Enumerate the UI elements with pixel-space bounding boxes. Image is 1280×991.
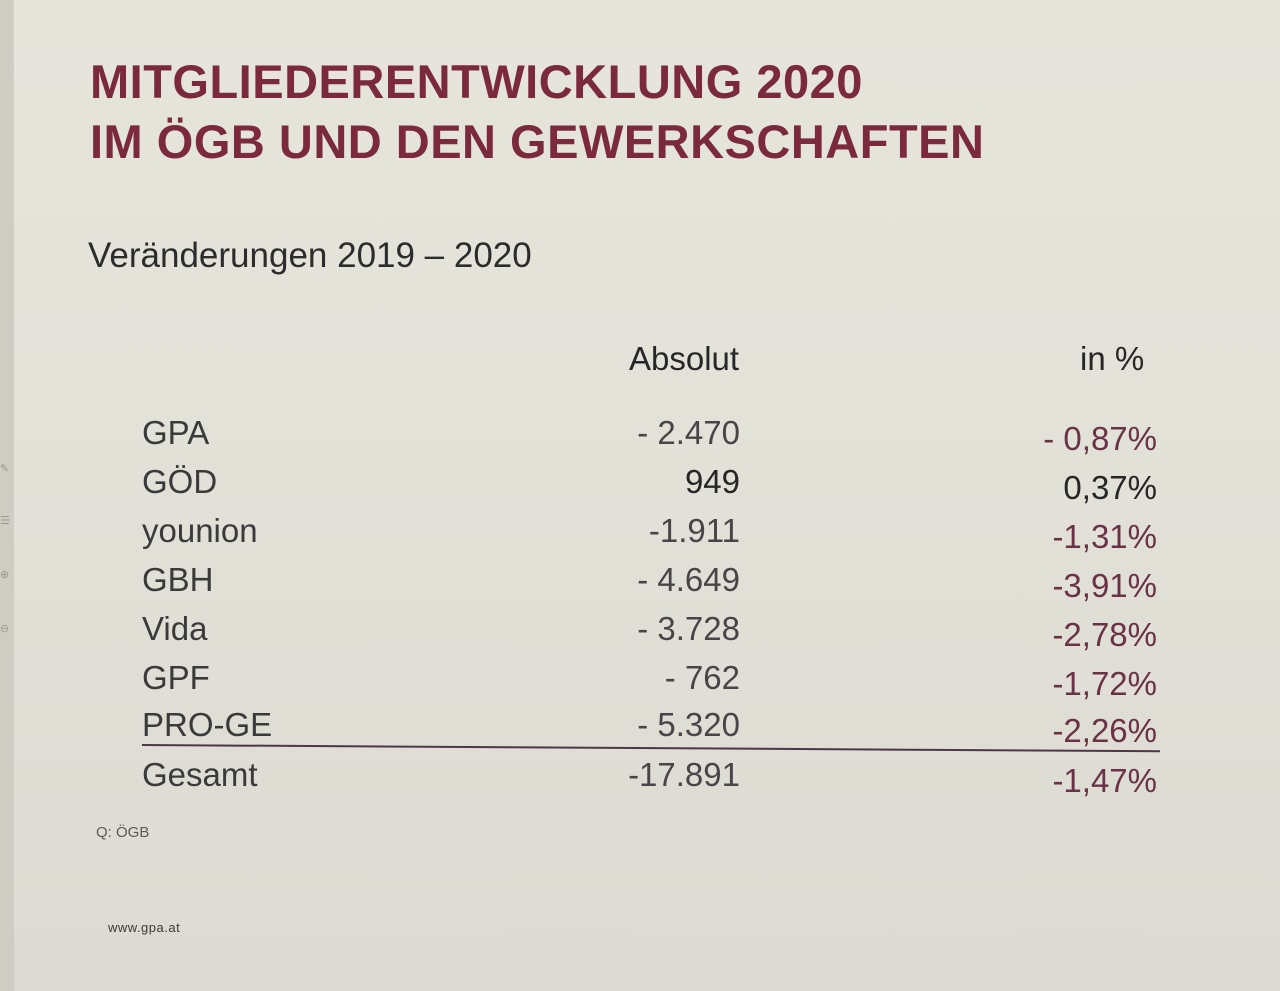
absolute-value: 949 — [684, 463, 740, 500]
union-name: younion — [142, 512, 258, 549]
absolute-value: -1.911 — [648, 512, 740, 549]
union-name: GÖD — [142, 463, 218, 500]
table-row: younion -1.911 -1,31% — [14, 512, 1214, 560]
screen-edge: ✎ ☰ ⊕ ⊖ — [0, 0, 14, 991]
presentation-slide: MITGLIEDERENTWICKLUNG 2020 IM ÖGB UND DE… — [14, 0, 1280, 991]
footer-url: www.gpa.at — [108, 920, 181, 935]
source-note: Q: ÖGB — [96, 824, 150, 841]
table-row: GÖD 949 0,37% — [14, 463, 1214, 511]
total-absolute-value: -17.891 — [628, 756, 740, 793]
percent-value: - 0,87% — [1043, 420, 1157, 457]
slide-subtitle: Veränderungen 2019 – 2020 — [88, 236, 532, 275]
union-name: GPA — [142, 414, 210, 451]
title-line-1: MITGLIEDERENTWICKLUNG 2020 — [90, 55, 863, 108]
union-name: Vida — [142, 610, 208, 647]
absolute-value: - 2.470 — [637, 414, 740, 451]
union-name: GBH — [142, 561, 214, 598]
total-row: Gesamt -17.891 -1,47% — [14, 756, 1214, 804]
percent-value: -2,78% — [1052, 616, 1157, 653]
absolute-value: - 762 — [664, 659, 740, 696]
table-row: PRO-GE - 5.320 -2,26% — [14, 706, 1214, 754]
percent-value: -2,26% — [1052, 712, 1157, 749]
slide-title: MITGLIEDERENTWICKLUNG 2020 IM ÖGB UND DE… — [90, 52, 984, 172]
union-name: PRO-GE — [142, 706, 273, 743]
column-header-absolute: Absolut — [629, 340, 740, 377]
absolute-value: - 3.728 — [637, 610, 740, 647]
total-label: Gesamt — [142, 756, 258, 793]
total-percent-value: -1,47% — [1052, 762, 1157, 799]
title-line-2: IM ÖGB UND DEN GEWERKSCHAFTEN — [90, 115, 985, 168]
column-header-percent: in % — [1080, 340, 1145, 377]
union-name: GPF — [142, 659, 210, 696]
table-row: Vida - 3.728 -2,78% — [14, 610, 1214, 658]
table-row: GPF - 762 -1,72% — [14, 659, 1214, 707]
table-row: GBH - 4.649 -3,91% — [14, 561, 1214, 609]
percent-value: -3,91% — [1052, 567, 1157, 604]
zoom-out-icon: ⊖ — [0, 622, 10, 635]
percent-value: -1,72% — [1052, 665, 1157, 702]
percent-value: -1,31% — [1052, 518, 1157, 555]
absolute-value: - 4.649 — [637, 561, 740, 598]
edge-icon: ☰ — [0, 514, 10, 527]
zoom-in-icon: ⊕ — [0, 568, 10, 581]
edge-icon: ✎ — [0, 462, 10, 475]
table-row: GPA - 2.470 - 0,87% — [14, 414, 1214, 462]
absolute-value: - 5.320 — [637, 706, 740, 743]
percent-value: 0,37% — [1063, 469, 1157, 506]
